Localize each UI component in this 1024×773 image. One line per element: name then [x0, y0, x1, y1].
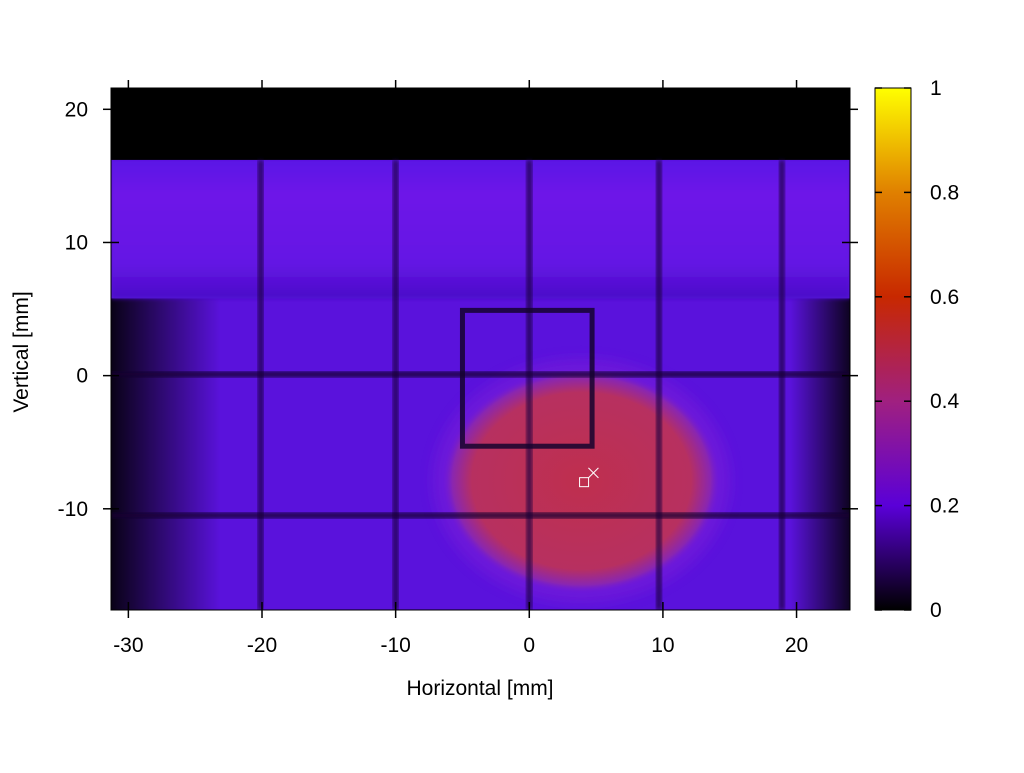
colorbar-tick-label: 0.4: [930, 390, 960, 413]
grid-wire-vertical: [257, 159, 264, 610]
grid-wire-horizontal: [111, 371, 850, 378]
colorbar-border: [874, 87, 912, 611]
marker-layer: [579, 467, 599, 488]
heatmap-dark-top: [111, 88, 850, 160]
y-tick-label: 0: [76, 365, 88, 388]
colorbar-tick-label: 0: [930, 599, 942, 622]
x-tick-label: 0: [523, 634, 535, 657]
grid-wire-vertical: [392, 159, 399, 610]
grid-wire-horizontal: [111, 512, 850, 519]
grid-wire-vertical: [526, 159, 533, 610]
y-tick-label: 20: [65, 98, 88, 121]
heatmap-spot: [441, 367, 722, 595]
colorbar: 0 0.2 0.4 0.6 0.8 1: [874, 77, 960, 622]
y-axis-label: Vertical [mm]: [10, 291, 33, 412]
marker-cross: [588, 467, 599, 479]
y-axis-ticks: -10 0 10 20: [58, 98, 858, 521]
colorbar-tick-label: 0.8: [930, 181, 959, 204]
x-tick-label: 10: [651, 634, 674, 657]
x-tick-label: -10: [380, 634, 410, 657]
x-axis-ticks: -30 -20 -10 0 10 20: [113, 80, 808, 657]
heatmap-image: [111, 88, 850, 610]
colorbar-gradient: [875, 88, 911, 610]
x-tick-label: -30: [113, 634, 143, 657]
axes-frame: [110, 87, 851, 611]
colorbar-tick-label: 1: [930, 77, 942, 100]
window-frame: [459, 307, 595, 449]
plot-border: [110, 87, 851, 611]
x-tick-label: 20: [785, 634, 808, 657]
grid-wire-vertical: [655, 159, 662, 610]
grid-wire-vertical: [778, 159, 785, 610]
colorbar-tick-label: 0.2: [930, 495, 959, 518]
heatmap-right-shade: [790, 298, 850, 610]
x-tick-label: -20: [247, 634, 277, 657]
heatmap-top-band: [111, 159, 850, 299]
marker-square: [579, 477, 590, 488]
y-tick-label: 10: [65, 231, 88, 254]
x-axis-label: Horizontal [mm]: [406, 677, 553, 700]
colorbar-tick-label: 0.6: [930, 286, 959, 309]
heatmap-left-shade: [111, 298, 221, 610]
y-tick-label: -10: [58, 498, 88, 521]
